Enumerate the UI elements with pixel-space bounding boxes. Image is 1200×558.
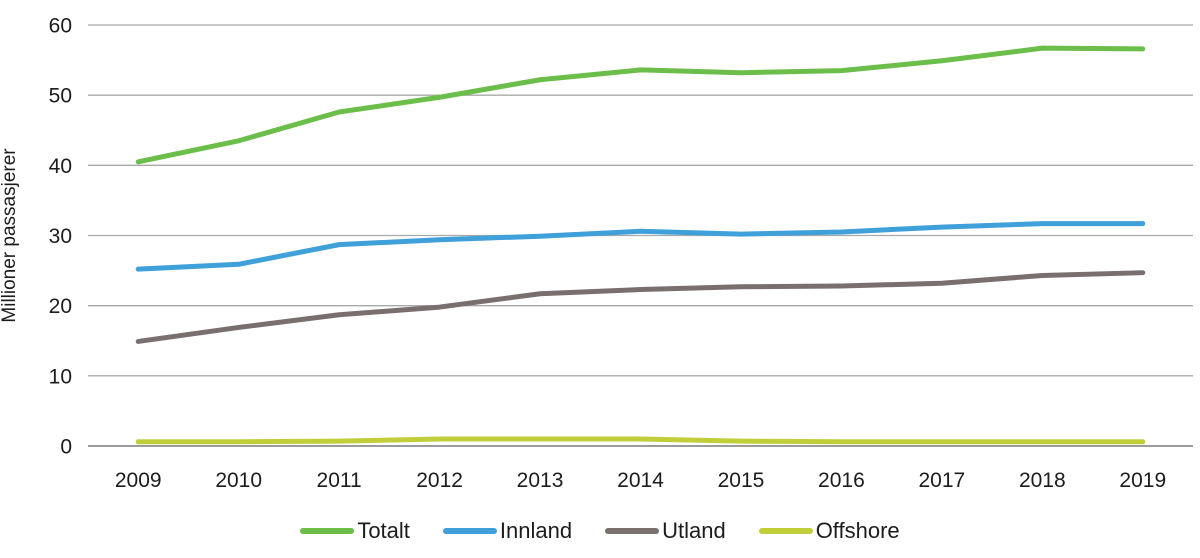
legend-label-totalt: Totalt [357,518,410,543]
x-tick-label-2019: 2019 [1119,469,1166,492]
y-tick-label-30: 30 [49,225,72,248]
y-tick-label-40: 40 [49,155,72,178]
legend-item-innland: Innland [442,518,573,543]
legend-swatch-utland [605,528,660,534]
series-line-innland [135,221,1146,272]
legend-swatch-totalt [300,528,355,534]
legend-swatch-offshore [758,528,813,534]
series-line-totalt [135,45,1146,165]
y-tick-label-10: 10 [49,365,72,388]
legend-label-innland: Innland [499,518,573,543]
series-line-utland [135,270,1146,344]
y-tick-label-0: 0 [60,436,72,459]
legend-swatch-innland [442,528,497,534]
y-tick-label-20: 20 [49,295,72,318]
legend-label-utland: Utland [662,518,726,543]
x-tick-label-2016: 2016 [818,469,865,492]
chart-plot-area: 0 10 20 30 40 50 60 2009 2010 2011 2012 2013 2014 201… [0,15,1193,492]
chart-legend: Totalt Innland Utland Offshore [0,500,1200,558]
y-axis-title: Millioner passasjerer [0,148,20,323]
legend-item-utland: Utland [605,520,726,542]
x-tick-label-2010: 2010 [215,469,262,492]
x-tick-label-2011: 2011 [317,469,362,492]
x-tick-label-2018: 2018 [1019,469,1066,492]
legend-item-totalt: Totalt [300,520,410,542]
legend-label-offshore: Offshore [815,518,900,543]
x-tick-label-2012: 2012 [416,469,463,492]
x-tick-label-2015: 2015 [718,469,765,492]
x-tick-label-2009: 2009 [115,469,162,492]
series-line-offshore [135,436,1146,445]
y-tick-label-50: 50 [49,85,72,108]
x-tick-label-2017: 2017 [919,469,966,492]
x-tick-label-2013: 2013 [517,469,564,492]
y-tick-label-60: 60 [49,15,72,38]
x-tick-label-2014: 2014 [617,469,664,492]
legend-item-offshore: Offshore [758,518,900,543]
